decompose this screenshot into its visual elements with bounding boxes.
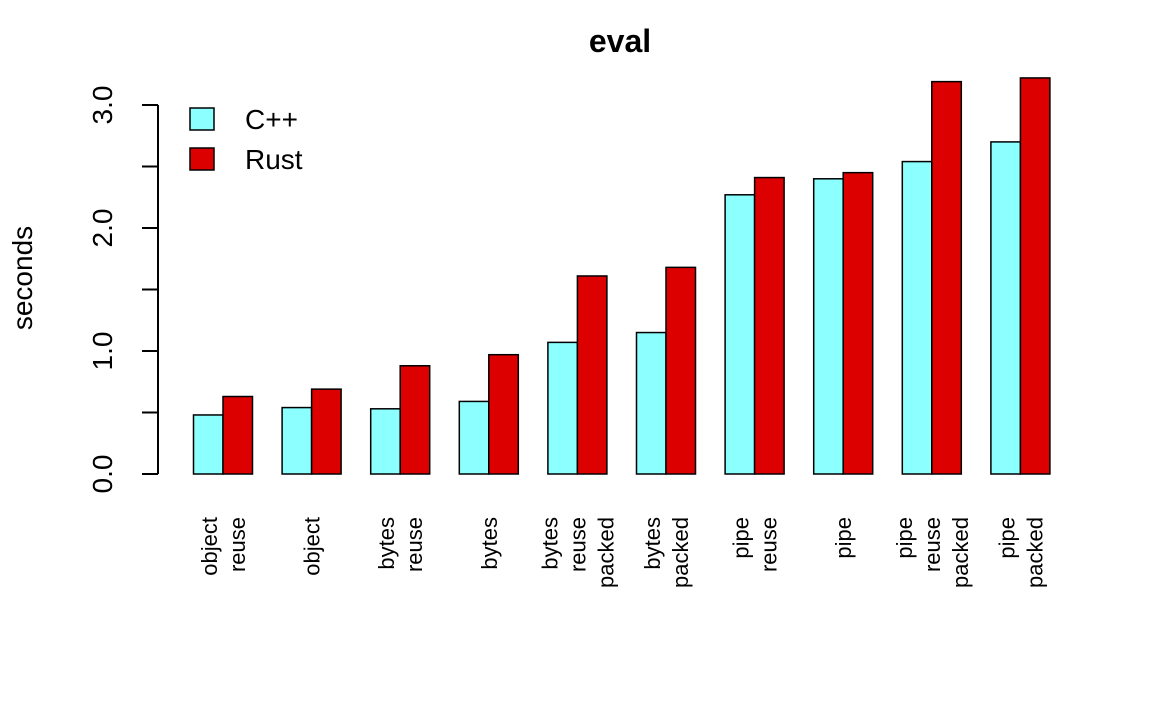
- category-label: packed: [948, 517, 973, 588]
- category-label: bytes: [537, 517, 562, 570]
- chart-title: eval: [589, 23, 651, 59]
- legend-label: C++: [245, 104, 298, 135]
- bar-cpp: [724, 194, 756, 475]
- category-label: reuse: [402, 517, 427, 572]
- category-label: packed: [1022, 517, 1047, 588]
- category-label: reuse: [565, 517, 590, 572]
- legend: C++ Rust: [189, 104, 303, 175]
- y-tick-label: 3.0: [87, 86, 118, 125]
- y-tick-label: 2.0: [87, 209, 118, 248]
- category-label: packed: [593, 517, 618, 588]
- category-label: pipe: [831, 517, 856, 559]
- bars: [192, 77, 1051, 475]
- bar-rust: [753, 176, 785, 475]
- bar-rust: [399, 365, 431, 475]
- bar-cpp: [547, 341, 579, 475]
- category-label: reuse: [920, 517, 945, 572]
- category-label: object: [197, 517, 222, 576]
- category-label: bytes: [374, 517, 399, 570]
- bar-cpp: [635, 331, 667, 475]
- category-label: pipe: [892, 517, 917, 559]
- category-labels: object reuse object bytes reuse bytes bytes reu…: [197, 517, 1047, 588]
- legend-swatch: [189, 107, 215, 131]
- legend-swatch: [189, 147, 215, 171]
- category-label: object: [300, 517, 325, 576]
- category-label: packed: [668, 517, 693, 588]
- bar-cpp: [369, 408, 401, 475]
- bar-rust: [1019, 77, 1051, 475]
- category-label: pipe: [729, 517, 754, 559]
- category-label: reuse: [757, 517, 782, 572]
- bar-cpp: [990, 141, 1022, 475]
- category-label: reuse: [225, 517, 250, 572]
- y-tick-label: 0.0: [87, 455, 118, 494]
- y-tick-label: 1.0: [87, 332, 118, 371]
- bar-rust: [310, 388, 342, 475]
- legend-label: Rust: [245, 144, 303, 175]
- bar-cpp: [812, 178, 844, 475]
- bar-rust: [665, 266, 697, 475]
- bar-cpp: [192, 414, 224, 475]
- bar-rust: [222, 395, 254, 475]
- bar-rust: [576, 275, 608, 475]
- category-label: pipe: [994, 517, 1019, 559]
- y-axis: 0.0 1.0 2.0 3.0: [87, 86, 159, 494]
- bar-rust: [488, 353, 520, 475]
- bar-rust: [842, 171, 874, 475]
- y-axis-label: seconds: [7, 226, 38, 330]
- bar-cpp: [458, 400, 490, 475]
- category-label: bytes: [477, 517, 502, 570]
- category-label: bytes: [640, 517, 665, 570]
- bar-cpp: [281, 406, 313, 475]
- bar-cpp: [901, 160, 933, 475]
- bar-rust: [931, 80, 963, 475]
